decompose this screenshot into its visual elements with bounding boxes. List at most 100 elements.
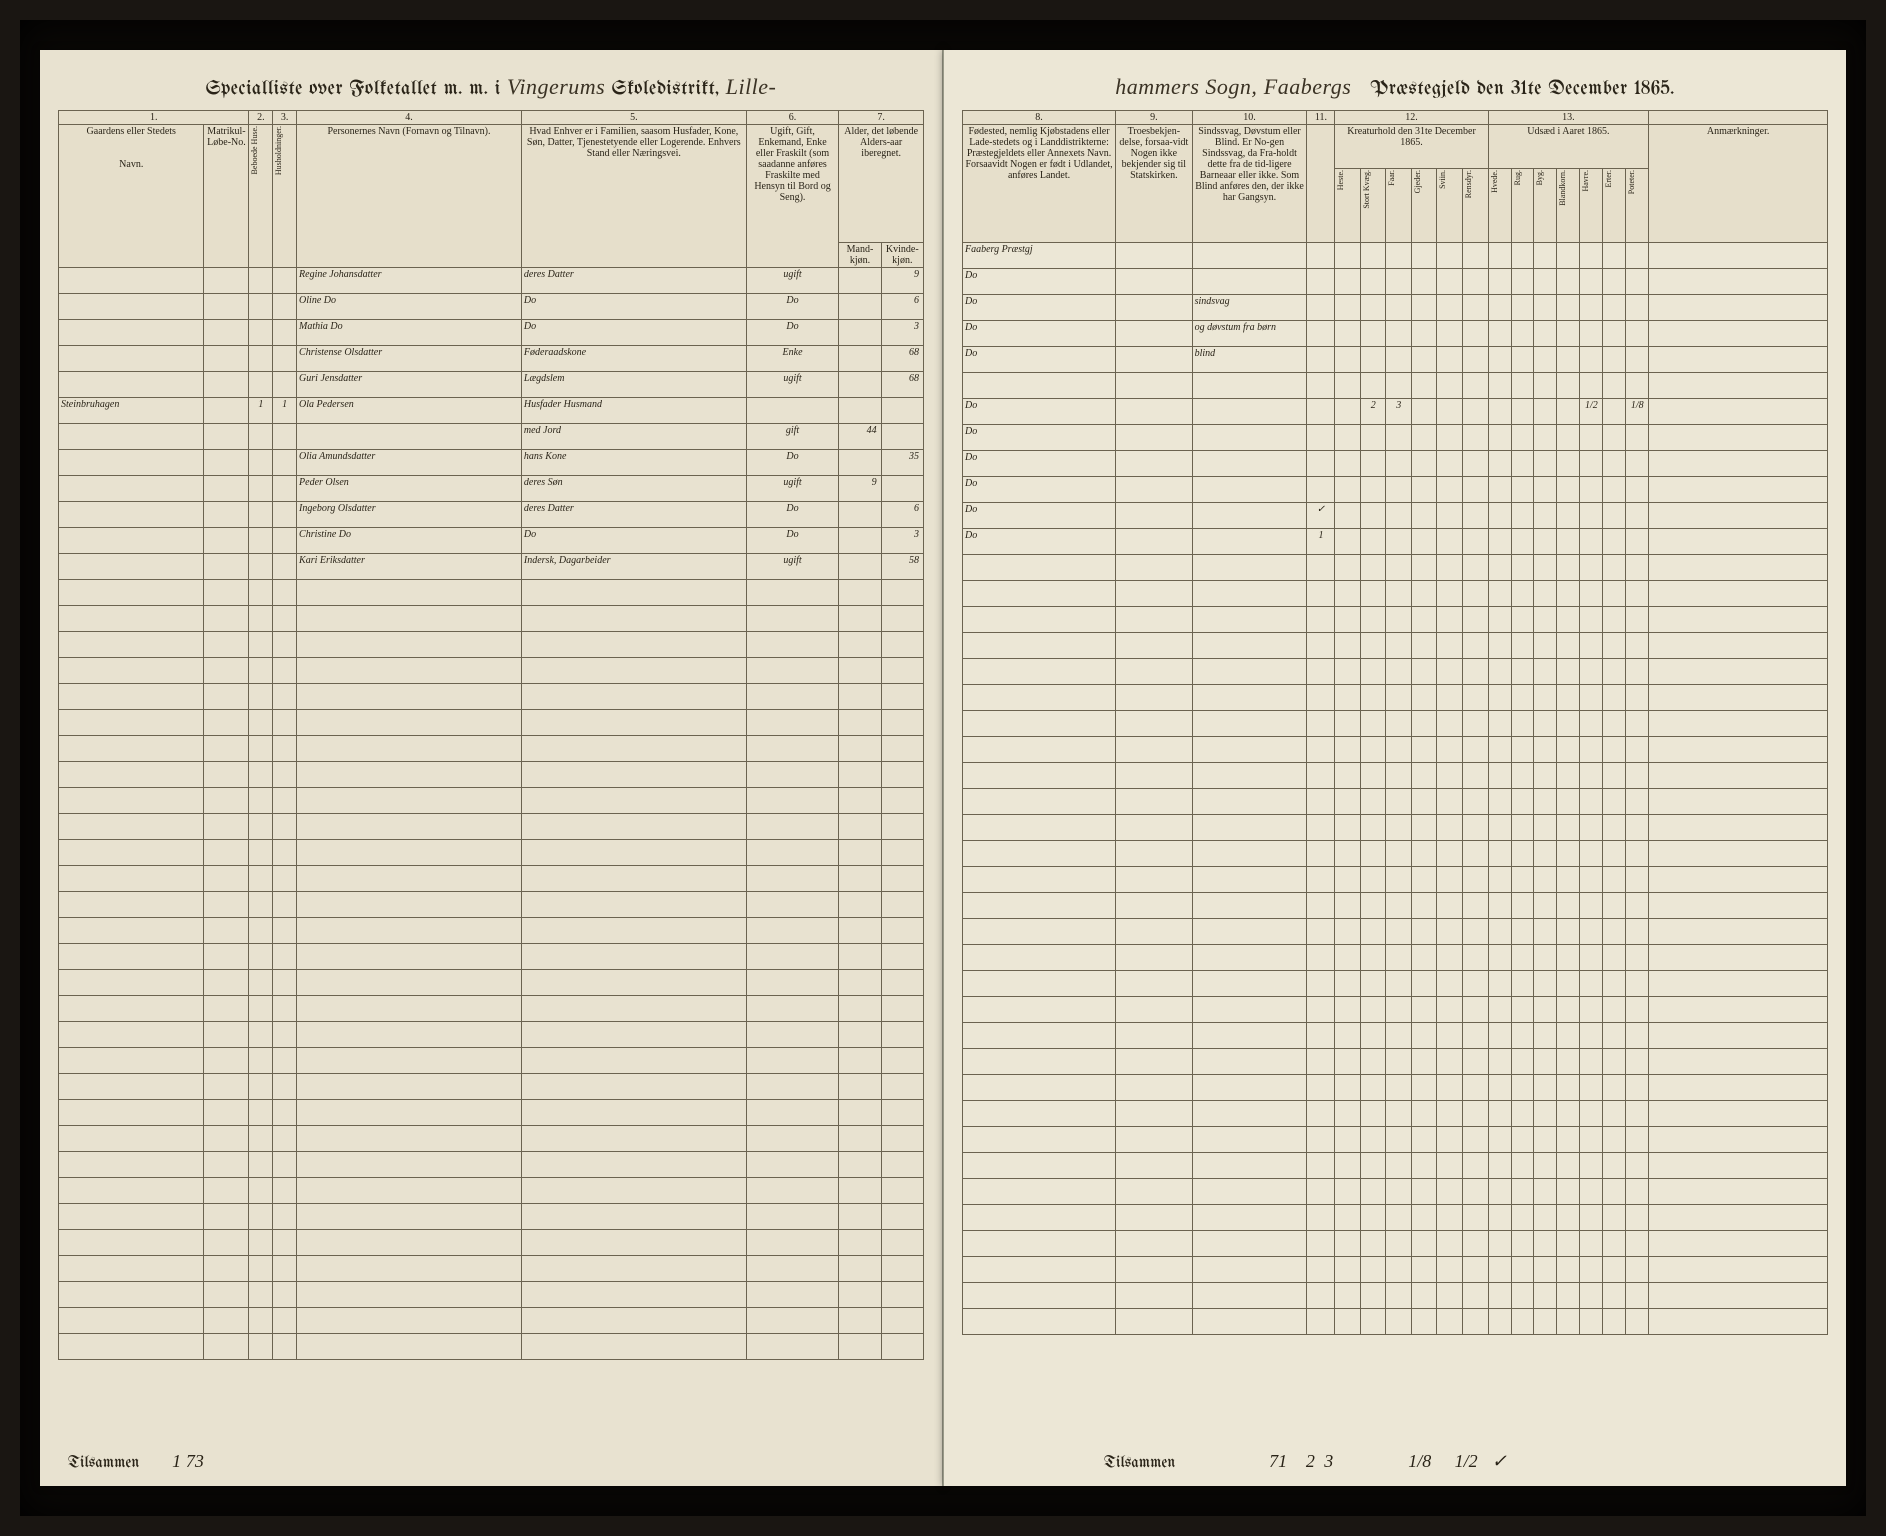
coln-3: 3. — [273, 111, 297, 125]
cell-u5 — [1603, 269, 1626, 295]
table-row: Dosindsvag — [963, 295, 1828, 321]
table-row — [963, 815, 1828, 841]
cell-c4: Peder Olsen — [297, 476, 522, 502]
cell-u5 — [1603, 347, 1626, 373]
table-row: Doog døvstum fra børn — [963, 321, 1828, 347]
table-row — [59, 1230, 924, 1256]
right-body: Faaberg PræstgjDoDosindsvagDoog døvstum … — [963, 243, 1828, 1335]
hd-sogn2: hammers Sogn, — [1115, 74, 1257, 99]
cell-c11 — [1307, 373, 1335, 399]
cell-k — [1360, 529, 1386, 555]
cell-c9 — [1116, 243, 1193, 269]
table-row — [963, 893, 1828, 919]
left-heading: Specialliste over Folketallet m. m. i Vi… — [58, 74, 924, 100]
cell-h — [1335, 451, 1361, 477]
cell-pot — [1626, 243, 1649, 269]
cell-c3 — [273, 450, 297, 476]
right-heading: hammers Sogn, Faabergs Præstegjeld den 3… — [962, 74, 1828, 100]
h-c10: Sindssvag, Døvstum eller Blind. Er No-ge… — [1192, 125, 1307, 243]
rc-9: 9. — [1116, 111, 1193, 125]
cell-pot — [1626, 295, 1649, 321]
cell-s — [1437, 451, 1463, 477]
cell-c6: ugift — [746, 554, 839, 580]
rc-anm — [1649, 111, 1828, 125]
coln-5: 5. — [521, 111, 746, 125]
cell-c7k: 6 — [881, 502, 923, 528]
h12-0t: Heste. — [1337, 170, 1345, 190]
table-row — [963, 1283, 1828, 1309]
cell-c3 — [273, 320, 297, 346]
cell-hav — [1580, 269, 1603, 295]
table-row — [963, 1075, 1828, 1101]
cell-anm — [1649, 529, 1828, 555]
cell-c2 — [249, 268, 273, 294]
cell-c6 — [746, 398, 839, 424]
h13-1t: Rug. — [1514, 170, 1522, 185]
h13-4t: Havre. — [1582, 170, 1590, 192]
cell-u3 — [1557, 477, 1580, 503]
table-row — [59, 840, 924, 866]
cell-f — [1386, 529, 1412, 555]
cell-c6: ugift — [746, 372, 839, 398]
cell-r — [1462, 529, 1488, 555]
table-row — [963, 1049, 1828, 1075]
cell-c3 — [273, 346, 297, 372]
tils-r-pot: 1/8 — [1408, 1451, 1431, 1471]
table-row: Do✓ — [963, 503, 1828, 529]
h13-0t: Hvede. — [1491, 170, 1499, 193]
table-row: Faaberg Præstgj — [963, 243, 1828, 269]
cell-mlno — [204, 294, 249, 320]
book-spread: Specialliste over Folketallet m. m. i Vi… — [20, 20, 1866, 1516]
cell-k — [1360, 269, 1386, 295]
cell-mlno — [204, 320, 249, 346]
cell-u1 — [1511, 243, 1534, 269]
h12-2: Faar. — [1386, 169, 1412, 243]
h13-2t: Byg. — [1536, 170, 1544, 185]
h-c9: Troesbekjen-delse, forsaa-vidt Nogen ikk… — [1116, 125, 1193, 243]
cell-c10: og døvstum fra børn — [1192, 321, 1307, 347]
cell-c3: 1 — [273, 398, 297, 424]
table-row — [963, 1153, 1828, 1179]
cell-u3 — [1557, 243, 1580, 269]
cell-c9 — [1116, 451, 1193, 477]
h-c1b: Navn. — [61, 159, 201, 170]
table-row — [59, 866, 924, 892]
cell-mlno — [204, 398, 249, 424]
cell-c10 — [1192, 243, 1307, 269]
cell-u0 — [1488, 451, 1511, 477]
cell-g — [1411, 451, 1437, 477]
table-row — [59, 580, 924, 606]
cell-c6: Do — [746, 320, 839, 346]
cell-u5 — [1603, 425, 1626, 451]
cell-g — [1411, 399, 1437, 425]
cell-c7m — [839, 528, 881, 554]
cell-g — [1411, 347, 1437, 373]
cell-c9 — [1116, 529, 1193, 555]
cell-c8: Do — [963, 425, 1116, 451]
cell-s — [1437, 529, 1463, 555]
cell-hav — [1580, 373, 1603, 399]
cell-anm — [1649, 451, 1828, 477]
cell-r — [1462, 321, 1488, 347]
coln-2: 2. — [249, 111, 273, 125]
cell-k — [1360, 295, 1386, 321]
table-row: Do — [963, 477, 1828, 503]
cell-f — [1386, 269, 1412, 295]
cell-c1 — [59, 294, 204, 320]
cell-hav — [1580, 243, 1603, 269]
cell-u2 — [1534, 295, 1557, 321]
cell-c11 — [1307, 321, 1335, 347]
cell-c5: deres Søn — [521, 476, 746, 502]
table-row — [59, 658, 924, 684]
cell-r — [1462, 425, 1488, 451]
table-row — [963, 1231, 1828, 1257]
cell-c4: Ola Pedersen — [297, 398, 522, 424]
table-row — [963, 607, 1828, 633]
table-row — [963, 581, 1828, 607]
cell-c1 — [59, 346, 204, 372]
cell-u1 — [1511, 373, 1534, 399]
cell-f — [1386, 425, 1412, 451]
cell-u1 — [1511, 321, 1534, 347]
cell-anm — [1649, 321, 1828, 347]
cell-hav: 1/2 — [1580, 399, 1603, 425]
